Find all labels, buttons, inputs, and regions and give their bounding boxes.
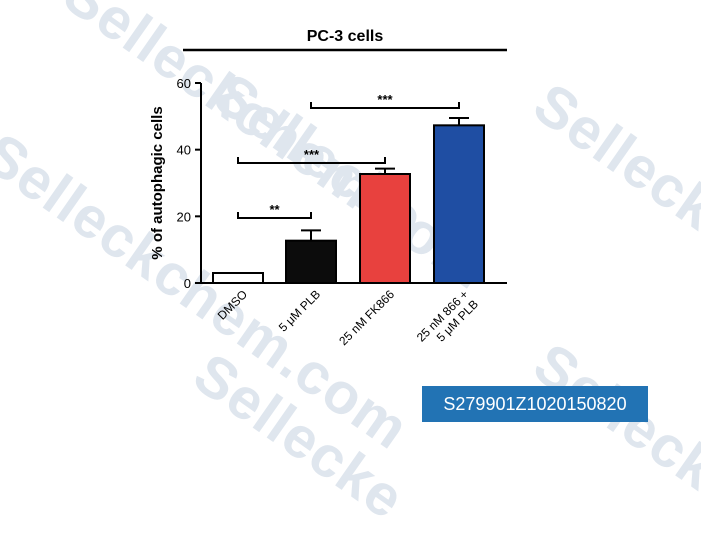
bars (212, 117, 485, 285)
x-category-label: DMSO (215, 287, 250, 322)
x-category-label-line: 25 nM FK866 (336, 287, 397, 348)
x-category-label-line: 5 μM PLB (276, 287, 323, 334)
x-category-label: 25 nM FK866 (336, 287, 397, 348)
catalog-code-badge: S279901Z1020150820 (422, 386, 648, 422)
bar (285, 239, 337, 285)
y-tick-label: 20 (177, 209, 191, 224)
significance-bracket (237, 212, 312, 219)
bar (433, 124, 485, 285)
significance-label: ** (269, 202, 280, 217)
category-labels: DMSO 5 μM PLB 25 nM FK866 25 nM 866 +5 μM P… (215, 287, 481, 354)
bar-chart: PC-3 cells % of autophagic cells 0 20 40 60… (149, 28, 507, 354)
significance-bracket (310, 102, 460, 109)
chart-title: PC-3 cells (307, 28, 384, 45)
bar (359, 173, 411, 284)
y-tick-label: 0 (184, 276, 191, 291)
significance-label: *** (304, 147, 320, 162)
x-category-label: 25 nM 866 +5 μM PLB (414, 287, 481, 354)
x-category-label: 5 μM PLB (276, 287, 323, 334)
y-axis-label: % of autophagic cells (149, 106, 166, 259)
significance-label: *** (377, 92, 393, 107)
y-tick-label: 40 (177, 143, 191, 158)
bar (212, 272, 264, 284)
significance-brackets: ******** (237, 92, 460, 219)
y-tick-label: 60 (177, 76, 191, 91)
x-category-label-line: DMSO (215, 287, 250, 322)
significance-bracket (237, 157, 386, 164)
